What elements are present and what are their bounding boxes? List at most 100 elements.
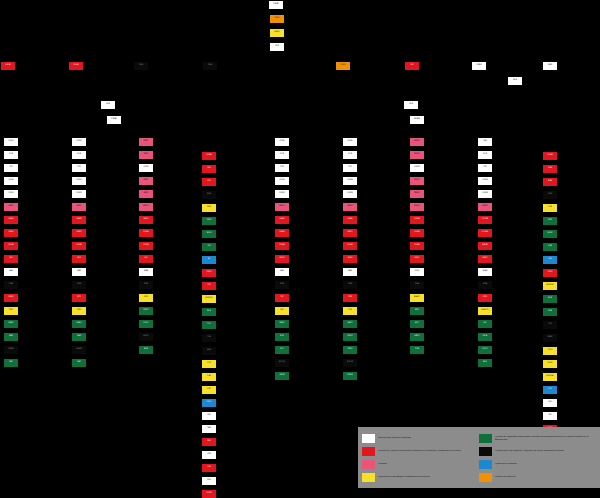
gene-node[interactable]: CLDN4 bbox=[4, 177, 18, 185]
gene-node[interactable]: MMP11 bbox=[275, 203, 289, 211]
gene-node[interactable]: MMP23 bbox=[478, 203, 492, 211]
gene-node[interactable]: OCLN bbox=[343, 151, 357, 159]
gene-node[interactable]: NFKB2 bbox=[543, 230, 557, 238]
gene-node[interactable]: ERK1 bbox=[410, 307, 424, 315]
gene-node[interactable]: CD44 bbox=[478, 138, 492, 146]
gene-node[interactable]: DCN bbox=[202, 178, 216, 186]
gene-node[interactable]: GSK3B bbox=[275, 372, 289, 380]
gene-node[interactable]: MMP2 bbox=[4, 203, 18, 211]
gene-node[interactable]: ELN bbox=[139, 255, 153, 263]
gene-node[interactable]: COL5A1 bbox=[139, 242, 153, 250]
gene-node[interactable]: CLDN10 bbox=[343, 177, 357, 185]
gene-node[interactable]: MAPK1 bbox=[410, 333, 424, 341]
gene-node[interactable]: CLDN12 bbox=[275, 190, 289, 198]
gene-node[interactable]: VTN bbox=[202, 282, 216, 290]
gene-node[interactable]: COL8A1 bbox=[410, 242, 424, 250]
gene-node[interactable]: KDR bbox=[543, 399, 557, 407]
gene-node[interactable]: CYR61 bbox=[543, 347, 557, 355]
gene-node[interactable]: RELA bbox=[202, 308, 216, 316]
gene-node[interactable]: FOS bbox=[202, 321, 216, 329]
gene-node[interactable]: ITGA6 bbox=[478, 281, 492, 289]
gene-node[interactable]: VWF bbox=[202, 412, 216, 420]
gene-node[interactable]: TIMP4 bbox=[202, 204, 216, 212]
gene-node[interactable]: SMAD2 bbox=[4, 320, 18, 328]
gene-node[interactable]: ITGB4 bbox=[543, 191, 557, 199]
gene-node[interactable]: CXCL8 bbox=[202, 399, 216, 407]
gene-node[interactable]: CLDN2 bbox=[139, 164, 153, 172]
gene-node[interactable]: THBS1 bbox=[202, 269, 216, 277]
gene-node[interactable]: LAMC2 bbox=[343, 229, 357, 237]
gene-node[interactable]: CLDN3 bbox=[72, 138, 86, 146]
gene-node[interactable]: SNAI1 bbox=[4, 333, 18, 341]
gene-node[interactable]: THBS2 bbox=[543, 269, 557, 277]
gene-node[interactable]: MMP9 bbox=[72, 203, 86, 211]
gene-node[interactable]: TNXB bbox=[343, 294, 357, 302]
gene-node[interactable]: MYC bbox=[275, 346, 289, 354]
gene-node[interactable]: CTSB bbox=[543, 204, 557, 212]
gene-node[interactable]: NOTCH1 bbox=[275, 359, 289, 367]
gene-node[interactable]: STAT1 bbox=[543, 217, 557, 225]
gene-node[interactable]: SMAD4 bbox=[72, 320, 86, 328]
gene-node[interactable]: SMAD7 bbox=[275, 320, 289, 328]
gene-node[interactable]: THBD bbox=[202, 425, 216, 433]
gene-node[interactable]: CLDN14 bbox=[343, 190, 357, 198]
gene-node[interactable]: MMP3 bbox=[139, 151, 153, 159]
gene-node[interactable]: ITGA4 bbox=[410, 281, 424, 289]
gene-node[interactable]: HSPG2 bbox=[275, 255, 289, 263]
gene-node[interactable]: SNAI2 bbox=[72, 333, 86, 341]
gene-node[interactable]: COL6A2 bbox=[410, 229, 424, 237]
gene-node[interactable]: BGN bbox=[202, 165, 216, 173]
gene-node[interactable]: COL4A5 bbox=[343, 242, 357, 250]
gene-node[interactable]: TIMP3 bbox=[139, 294, 153, 302]
gene-node[interactable]: MMP8 bbox=[139, 190, 153, 198]
gene-node[interactable]: TJP2 bbox=[478, 164, 492, 172]
gene-node[interactable]: CTNND1 bbox=[343, 372, 357, 380]
gene-node[interactable]: FN1 bbox=[405, 62, 419, 70]
gene-node[interactable]: SPARC bbox=[4, 294, 18, 302]
gene-node[interactable]: PLAU bbox=[202, 373, 216, 381]
gene-node[interactable]: FBLN1 bbox=[410, 255, 424, 263]
gene-node[interactable]: LAMB2 bbox=[72, 229, 86, 237]
gene-node[interactable]: JAM2 bbox=[4, 268, 18, 276]
gene-node[interactable]: COL1A1 bbox=[1, 62, 15, 70]
gene-node[interactable]: CREB1 bbox=[343, 346, 357, 354]
gene-node[interactable]: TEK bbox=[543, 412, 557, 420]
gene-node[interactable]: COL11A1 bbox=[478, 216, 492, 224]
gene-node[interactable]: NID2 bbox=[72, 255, 86, 263]
gene-node[interactable]: PDGFB bbox=[336, 62, 350, 70]
gene-node[interactable]: PLAUR bbox=[543, 360, 557, 368]
gene-node[interactable]: ESAM bbox=[139, 268, 153, 276]
gene-node[interactable]: SERPINA1 bbox=[543, 373, 557, 381]
gene-node[interactable]: RHOA bbox=[478, 333, 492, 341]
gene-node[interactable]: MMP1 bbox=[139, 138, 153, 146]
gene-node[interactable]: ADAMTS1 bbox=[478, 307, 492, 315]
gene-node[interactable]: LAMA5 bbox=[343, 216, 357, 224]
gene-node[interactable]: CLDN15 bbox=[410, 164, 424, 172]
gene-node[interactable]: CDH2 bbox=[101, 101, 115, 109]
gene-node[interactable]: JAM3 bbox=[72, 268, 86, 276]
gene-node[interactable]: ICAM1 bbox=[543, 62, 557, 70]
gene-node[interactable]: CTNNB1 bbox=[269, 1, 283, 9]
gene-node[interactable]: LUM bbox=[202, 464, 216, 472]
gene-node[interactable]: RELB bbox=[543, 295, 557, 303]
gene-node[interactable]: VCAN bbox=[543, 165, 557, 173]
gene-node[interactable]: MMP16 bbox=[410, 190, 424, 198]
gene-node[interactable]: ADAM17 bbox=[410, 294, 424, 302]
gene-node[interactable]: TLR2 bbox=[543, 321, 557, 329]
gene-node[interactable]: SMAD1 bbox=[343, 320, 357, 328]
gene-node[interactable]: AGRN bbox=[343, 255, 357, 263]
gene-node[interactable]: CLDN16 bbox=[478, 177, 492, 185]
gene-node[interactable]: MFAP2 bbox=[478, 255, 492, 263]
gene-node[interactable]: PAI1 bbox=[275, 307, 289, 315]
gene-node[interactable]: OCLN bbox=[4, 151, 18, 159]
gene-node[interactable]: SOX9 bbox=[275, 333, 289, 341]
gene-node[interactable]: TJP2 bbox=[72, 164, 86, 172]
gene-node[interactable]: CLDN1 bbox=[4, 138, 18, 146]
gene-node[interactable]: PECAM1 bbox=[410, 116, 424, 124]
gene-node[interactable]: COL4A1 bbox=[4, 242, 18, 250]
gene-node[interactable]: ITGB6 bbox=[343, 281, 357, 289]
gene-node[interactable]: CLDN6 bbox=[275, 138, 289, 146]
gene-node[interactable]: JAM4 bbox=[343, 268, 357, 276]
gene-node[interactable]: COL18A1 bbox=[478, 229, 492, 237]
gene-node[interactable]: CLDN8 bbox=[275, 177, 289, 185]
